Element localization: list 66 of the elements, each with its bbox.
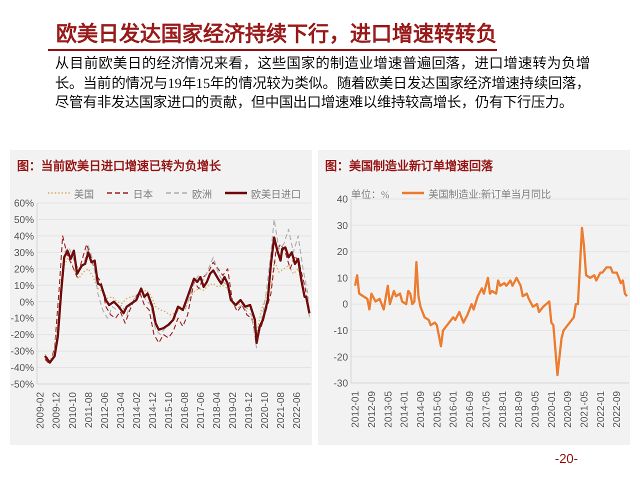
x-tick-label: 2014-02 [132, 392, 143, 429]
y-tick-label: -10 [334, 326, 348, 337]
y-tick-label: 0 [342, 300, 348, 311]
x-tick-label: 2017-06 [196, 392, 207, 429]
y-tick-label: 20% [14, 264, 34, 276]
legend-label: 日本 [133, 188, 153, 200]
y-tick-label: 60% [14, 198, 34, 210]
text: 从目前欧美日的经济情况来看，这些国家的制造业增速普遍回落，进口增速转为负增长。当前的情况与19年15年的情况较为类似。随着欧美日发达国家经济增速持续回落，尽管有非发达国家进口的贡献，但中国出口增速难以维持较高增长，仍有下行压力。 [55, 55, 590, 113]
x-tick-label: 2018-04 [212, 392, 223, 429]
x-tick-label: 2021-05 [580, 390, 591, 428]
y-tick-label: -40% [10, 363, 34, 374]
x-tick-label: 2019-02 [228, 392, 239, 429]
x-tick-label: 2010-10 [68, 392, 79, 429]
x-tick-label: 2017-05 [481, 390, 492, 428]
y-tick-label: -20% [10, 330, 34, 342]
x-tick-label: 2014-12 [148, 392, 159, 429]
x-tick-label: 2018-09 [514, 390, 526, 428]
y-tick-label: -30% [10, 346, 34, 358]
y-tick-label: -50% [10, 380, 34, 391]
y-tick-label: -30 [334, 378, 348, 390]
x-tick-label: 2015-05 [432, 390, 444, 428]
y-tick-label: -20 [334, 352, 348, 364]
x-tick-label: 2021-08 [276, 392, 288, 429]
y-tick-label: 30% [14, 248, 34, 259]
x-tick-label: 2018-01 [498, 390, 509, 428]
x-tick-label: 2019-05 [530, 390, 542, 428]
annotation: 单位：% [351, 188, 390, 200]
y-tick-label: -10% [10, 314, 34, 325]
x-tick-label: 2014-09 [416, 390, 427, 428]
y-tick-label: 50% [14, 215, 34, 226]
y-tick-label: 30 [336, 220, 348, 232]
x-tick-label: 2020-09 [563, 390, 574, 428]
x-tick-label: 2022-09 [612, 390, 624, 428]
text: -20- [554, 451, 578, 466]
x-tick-label: 2012-09 [366, 390, 378, 428]
text: 欧美日发达国家经济持续下行，进口增速转转负 [56, 22, 497, 46]
x-tick-label: 2022-01 [596, 390, 607, 428]
x-tick-label: 2013-04 [116, 392, 127, 429]
x-tick-label: 2020-01 [546, 390, 558, 428]
legend-label: 美国 [74, 188, 94, 200]
x-tick-label: 2016-01 [448, 390, 460, 428]
chart-title: 图：美国制造业新订单增速回落 [325, 158, 493, 174]
x-tick-label: 2014-01 [400, 390, 411, 428]
x-tick-label: 2011-08 [84, 392, 95, 428]
x-tick-label: 2012-01 [350, 390, 362, 428]
legend-label: 美国制造业:新订单当月同比 [428, 188, 552, 200]
x-tick-label: 2012-06 [100, 392, 111, 429]
x-tick-label: 2020-10 [260, 392, 272, 429]
x-tick-label: 2009-02 [36, 392, 47, 429]
x-tick-label: 2016-09 [465, 390, 476, 428]
y-tick-label: 0% [20, 297, 34, 308]
y-tick-label: 10% [14, 280, 34, 292]
x-tick-label: 2013-05 [383, 390, 394, 428]
chart-title: 图：当前欧美日进口增速已转为负增长 [17, 158, 221, 174]
y-tick-label: 40 [336, 194, 348, 206]
x-tick-label: 2019-12 [244, 392, 256, 429]
y-tick-label: 10 [336, 273, 348, 284]
line-series [354, 226, 628, 376]
y-tick-label: 40% [14, 231, 34, 242]
legend-label: 欧美日进口 [251, 188, 301, 200]
x-tick-label: 2015-10 [164, 392, 175, 429]
y-tick-label: 20 [336, 247, 348, 258]
x-tick-label: 2009-12 [52, 392, 63, 429]
x-tick-label: 2016-08 [180, 392, 191, 429]
x-tick-label: 2022-06 [292, 392, 304, 429]
legend-label: 欧洲 [192, 188, 212, 200]
